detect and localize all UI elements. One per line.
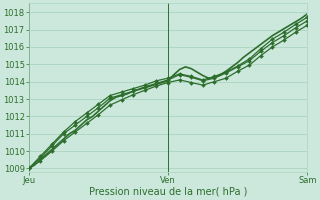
X-axis label: Pression niveau de la mer( hPa ): Pression niveau de la mer( hPa ) — [89, 187, 247, 197]
